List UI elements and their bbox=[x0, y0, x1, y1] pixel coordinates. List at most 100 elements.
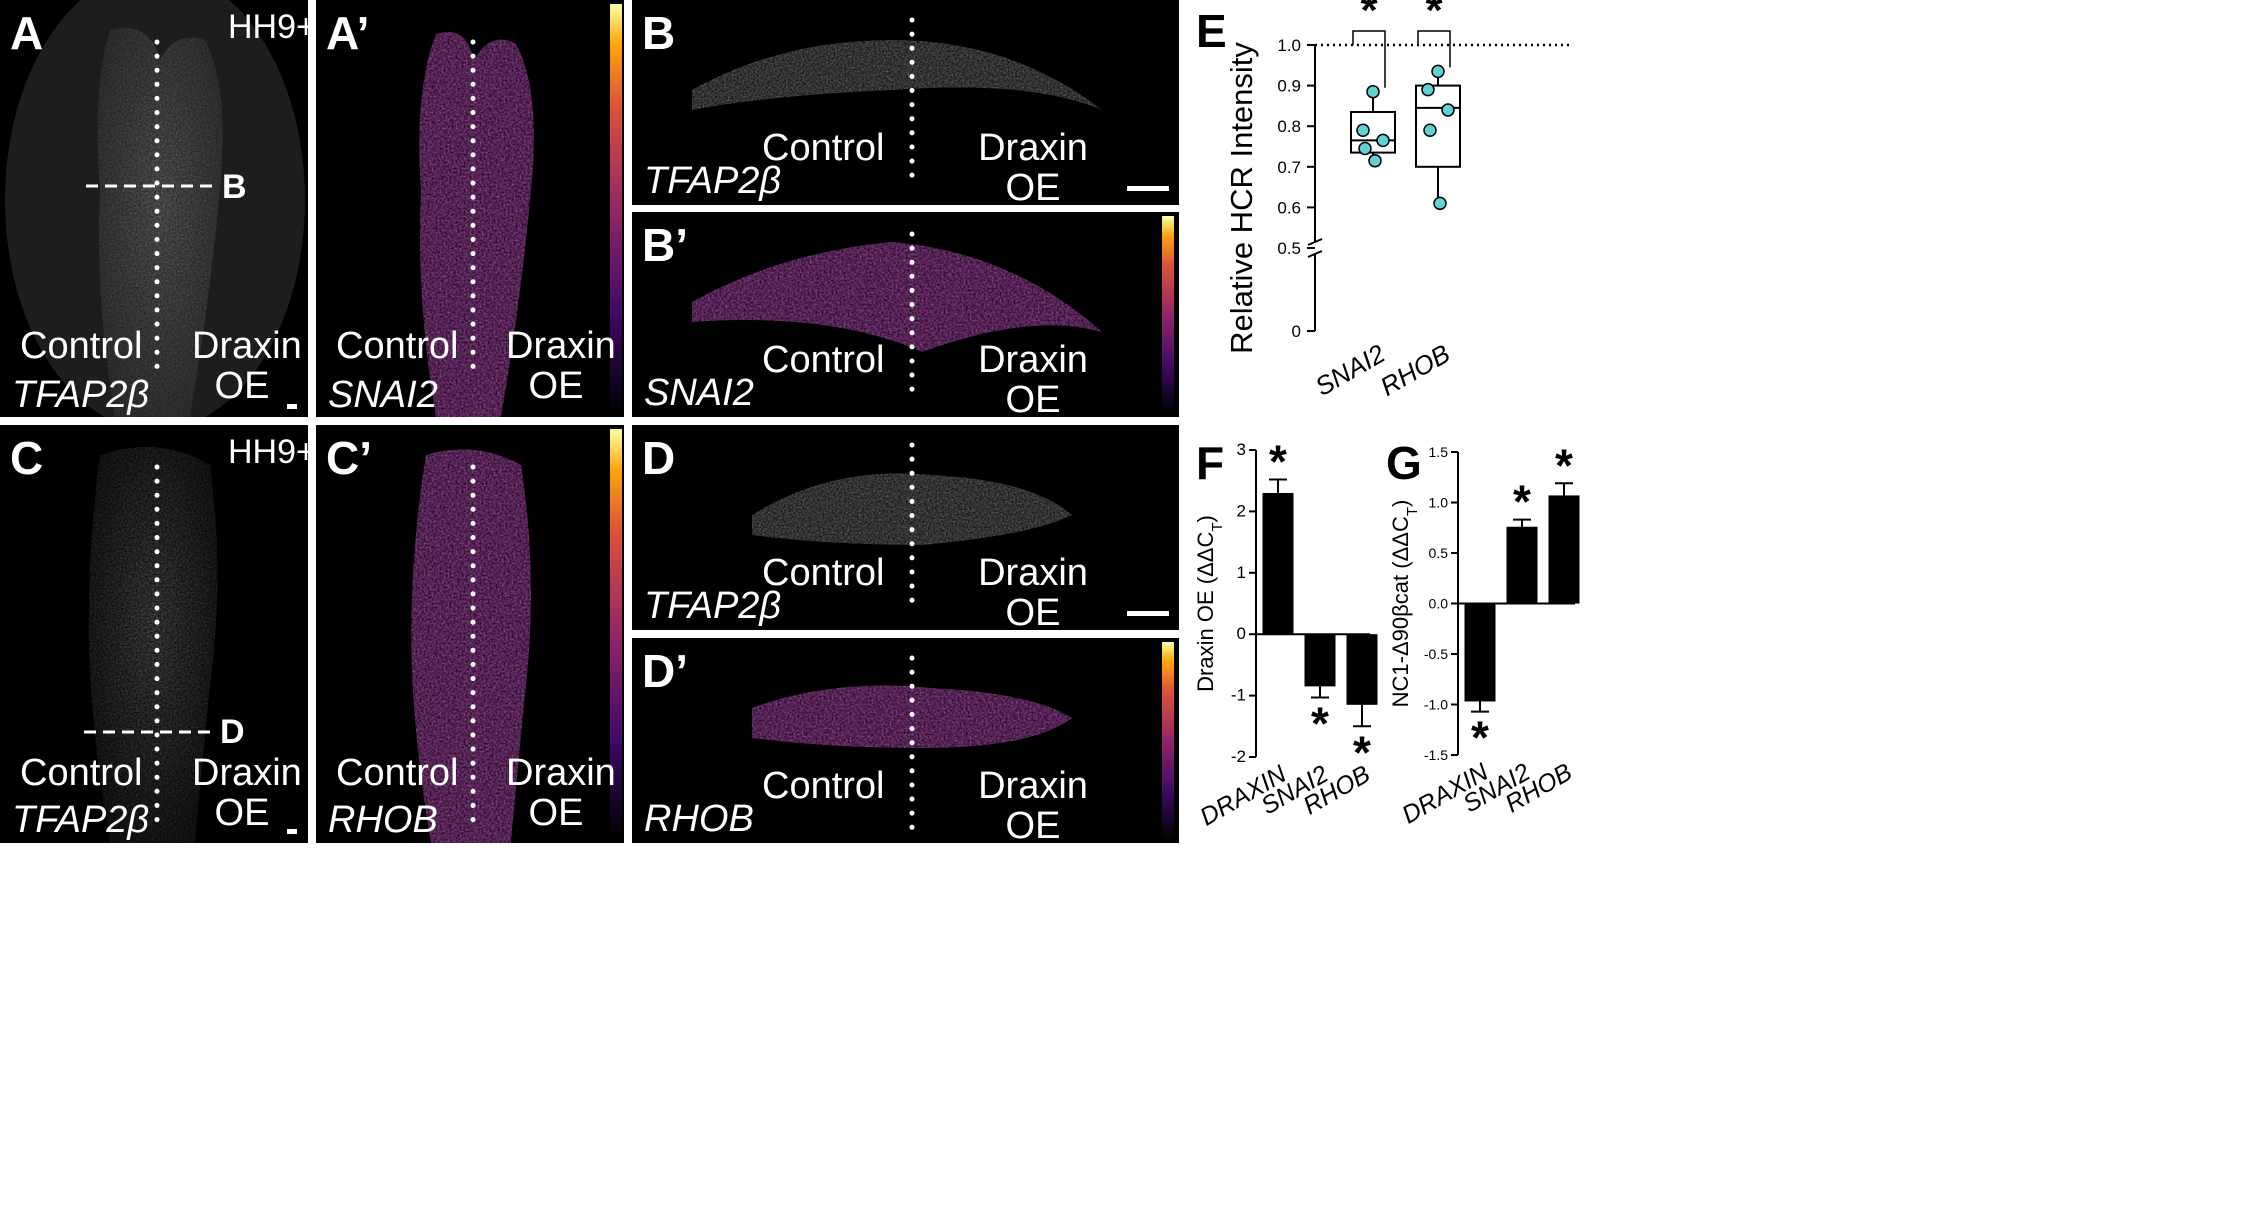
significance-asterisk: * bbox=[1471, 712, 1489, 764]
data-point bbox=[1356, 123, 1370, 138]
y-tick-label: 2 bbox=[1237, 501, 1246, 520]
significance-asterisk: * bbox=[1360, 0, 1378, 35]
box bbox=[1415, 84, 1461, 168]
panel-letter-f: F bbox=[1196, 437, 1225, 489]
y-tick-label: -2 bbox=[1231, 747, 1246, 766]
x-category-label: SNAI2 bbox=[1310, 338, 1391, 402]
tfap2b-wholemount-c bbox=[84, 447, 297, 843]
y-tick-label: 0.9 bbox=[1277, 77, 1301, 96]
draxin-oe-label: Draxin OE bbox=[506, 752, 616, 834]
y-tick-label: 1.0 bbox=[1429, 495, 1449, 511]
control-label: Control bbox=[20, 752, 143, 794]
data-point bbox=[1366, 84, 1380, 99]
panel-letter-b-prime: B’ bbox=[642, 219, 688, 271]
y-tick-label: -1.5 bbox=[1424, 747, 1448, 763]
y-axis-title: NC1-Δ90βcat (ΔΔCT) bbox=[1388, 500, 1421, 708]
y-tick-label: 0.5 bbox=[1429, 545, 1449, 561]
gene-label-tfap2b: TFAP2β bbox=[12, 799, 150, 841]
y-tick-label: 0 bbox=[1292, 322, 1301, 341]
chart-e-box-plot: 0 0.5 0.6 0.7 0.8 0.9 1.0 Relative HCR Intensit… bbox=[1224, 0, 1572, 402]
stage-label: HH9+ bbox=[228, 8, 308, 46]
draxin-oe-label: Draxin OE bbox=[978, 127, 1088, 205]
panel-letter-c: C bbox=[10, 432, 44, 484]
panel-letter-a: A bbox=[10, 7, 44, 59]
data-point bbox=[1358, 141, 1372, 156]
gene-label-snai2: SNAI2 bbox=[328, 374, 438, 416]
panel-c-image: C HH9+ D Control Draxin OE TFAP2β bbox=[0, 425, 308, 843]
panel-c-prime-image: C’ Control Draxin OE RHOB bbox=[316, 425, 624, 843]
section-marker-d: D bbox=[220, 713, 245, 751]
control-label: Control bbox=[762, 552, 885, 594]
tfap2b-wholemount-a bbox=[5, 0, 305, 417]
snai2-section-b-prime bbox=[692, 216, 1174, 413]
data-point bbox=[1433, 196, 1447, 211]
panel-letter-d: D bbox=[642, 432, 676, 484]
axis-break-mark bbox=[1307, 238, 1323, 246]
y-tick-label: 1 bbox=[1237, 563, 1246, 582]
bar bbox=[1346, 634, 1378, 705]
significance-bracket bbox=[1417, 30, 1451, 68]
panel-letter-d-prime: D’ bbox=[642, 645, 688, 697]
x-category-label: RHOB bbox=[1375, 338, 1455, 402]
draxin-oe-label: Draxin OE bbox=[506, 325, 616, 407]
draxin-oe-label: Draxin OE bbox=[192, 752, 302, 834]
y-tick-label: -1 bbox=[1231, 686, 1246, 705]
y-tick-label: -0.5 bbox=[1424, 646, 1448, 662]
significance-asterisk: * bbox=[1555, 439, 1573, 491]
panel-letter-a-prime: A’ bbox=[326, 7, 370, 59]
control-label: Control bbox=[20, 325, 143, 367]
bar bbox=[1506, 526, 1538, 604]
significance-asterisk: * bbox=[1311, 697, 1329, 749]
panel-a-image: A HH9+ B Control Draxin OE TFAP2β bbox=[0, 0, 308, 417]
y-tick-label: 0.8 bbox=[1277, 117, 1301, 136]
y-axis-title: Relative HCR Intensity bbox=[1224, 42, 1259, 354]
gene-label-tfap2b: TFAP2β bbox=[12, 374, 150, 416]
y-axis-title: Draxin OE (ΔΔCT) bbox=[1193, 515, 1226, 692]
panel-d-prime-image: D’ Control Draxin OE RHOB bbox=[632, 638, 1179, 843]
y-tick-label: 0.5 bbox=[1277, 239, 1301, 258]
panel-d-image: D Control Draxin OE TFAP2β bbox=[632, 425, 1179, 630]
bar bbox=[1262, 492, 1294, 635]
y-tick-label: 3 bbox=[1237, 440, 1246, 459]
y-tick-label: -1.0 bbox=[1424, 697, 1448, 713]
data-point bbox=[1421, 82, 1435, 97]
significance-asterisk: * bbox=[1425, 0, 1443, 35]
draxin-oe-label: Draxin OE bbox=[978, 765, 1088, 843]
panel-letter-g: G bbox=[1386, 437, 1422, 489]
panel-b-image: B Control Draxin OE TFAP2β bbox=[632, 0, 1179, 205]
data-point bbox=[1431, 64, 1445, 79]
gene-label-tfap2b: TFAP2β bbox=[644, 160, 782, 202]
axis-break-mark bbox=[1307, 250, 1323, 258]
y-tick-label: 0.7 bbox=[1277, 158, 1301, 177]
bar bbox=[1464, 603, 1496, 702]
control-label: Control bbox=[762, 127, 885, 169]
gene-label-tfap2b: TFAP2β bbox=[644, 585, 782, 627]
data-point bbox=[1423, 123, 1437, 138]
stage-label: HH9+ bbox=[228, 433, 308, 471]
data-point bbox=[1376, 133, 1390, 148]
tfap2b-section-d bbox=[752, 442, 1169, 616]
control-label: Control bbox=[762, 339, 885, 381]
y-tick-label: 1.5 bbox=[1429, 444, 1449, 460]
panel-b-prime-image: B’ Control Draxin OE SNAI2 bbox=[632, 212, 1179, 417]
bar bbox=[1548, 495, 1580, 604]
y-tick-label: 0.6 bbox=[1277, 198, 1301, 217]
panel-letter-c-prime: C’ bbox=[326, 432, 372, 484]
control-label: Control bbox=[762, 765, 885, 807]
tfap2b-section-b bbox=[692, 17, 1169, 191]
panel-a-prime-image: A’ Control Draxin OE SNAI2 bbox=[316, 0, 624, 417]
control-label: Control bbox=[336, 325, 459, 367]
chart-g-bar: -1.5 -1.0 -0.5 0.0 0.5 1.0 1.5 NC1-Δ90βcat (ΔΔC… bbox=[1388, 439, 1580, 829]
data-point bbox=[1441, 103, 1455, 117]
y-tick-label: 0 bbox=[1237, 624, 1246, 643]
gene-label-snai2: SNAI2 bbox=[644, 372, 754, 414]
draxin-oe-label: Draxin OE bbox=[978, 552, 1088, 630]
snai2-wholemount-a-prime bbox=[419, 4, 622, 417]
y-tick-label: 0.0 bbox=[1429, 596, 1449, 612]
significance-asterisk: * bbox=[1353, 726, 1371, 778]
panel-letter-b: B bbox=[642, 7, 676, 59]
significance-asterisk: * bbox=[1269, 435, 1287, 487]
draxin-oe-label: Draxin OE bbox=[978, 339, 1088, 417]
significance-asterisk: * bbox=[1513, 476, 1531, 528]
